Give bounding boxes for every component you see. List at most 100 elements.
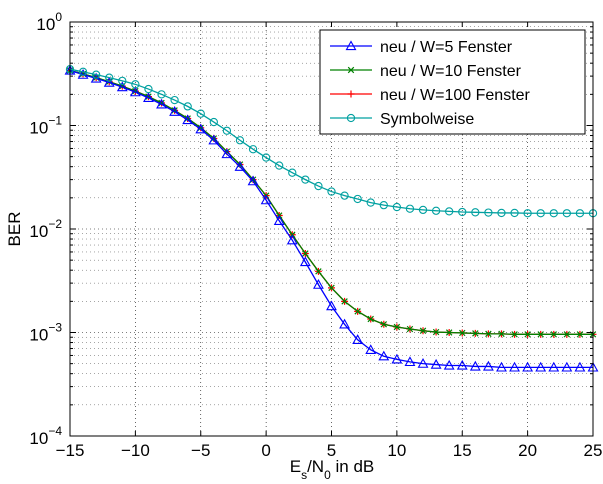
data-point [366, 198, 375, 207]
data-point [341, 298, 348, 305]
data-point [249, 176, 257, 183]
data-point [393, 323, 401, 331]
data-point [575, 209, 585, 218]
x-tick-label: −5 [191, 441, 210, 460]
data-point [418, 205, 428, 215]
data-point [549, 209, 558, 218]
data-point [78, 67, 88, 76]
data-point [328, 284, 335, 292]
data-point [131, 80, 140, 89]
data-point [536, 209, 545, 218]
data-point [456, 359, 468, 370]
data-point [197, 124, 204, 132]
data-point [497, 208, 506, 218]
series-line [69, 69, 593, 369]
legend-item: Symbolweise [330, 111, 474, 128]
data-point [352, 334, 364, 344]
y-tick-labels: 100 10−1 10−2 10−3 10−4 [29, 10, 62, 448]
data-point [105, 73, 114, 82]
series-1 [64, 64, 599, 372]
data-point [183, 102, 192, 111]
data-point [196, 109, 205, 118]
data-point [273, 215, 285, 225]
data-point [469, 360, 481, 371]
data-point [459, 329, 466, 337]
data-point [143, 92, 154, 102]
data-point [562, 209, 571, 218]
legend-label: Symbolweise [380, 111, 474, 128]
data-point [406, 325, 414, 333]
legend-marker [347, 90, 355, 98]
x-axis-label: Es/N0 in dB [290, 457, 375, 482]
legend-item: neu / W=100 Fenster [330, 87, 531, 104]
data-point [380, 321, 388, 328]
data-point [92, 70, 101, 79]
data-point [222, 126, 232, 135]
data-point [484, 208, 493, 217]
data-point [327, 187, 336, 196]
data-point [354, 308, 361, 315]
data-point [248, 145, 258, 154]
data-point [195, 123, 207, 134]
data-point [210, 135, 218, 142]
y-tick-label: 10−4 [29, 424, 62, 448]
ticks [69, 22, 594, 437]
x-tick-label: 5 [327, 441, 336, 460]
data-point [458, 207, 467, 217]
data-point [417, 358, 429, 368]
legend-item: neu / W=10 Fenster [330, 63, 522, 80]
data-point [299, 256, 311, 267]
data-point [288, 168, 297, 177]
data-point [301, 175, 310, 184]
data-point [498, 330, 505, 338]
legend-box [319, 29, 586, 135]
x-tick-label: −15 [56, 441, 85, 460]
legend-label: neu / W=10 Fenster [380, 63, 522, 80]
legend: neu / W=5 Fenster neu / W=10 Fenster neu /… [319, 29, 586, 135]
data-point [379, 200, 388, 210]
data-point [353, 194, 362, 204]
data-point [472, 330, 479, 337]
data-point [314, 181, 323, 191]
data-point [563, 331, 571, 338]
data-point [275, 161, 284, 170]
legend-label: neu / W=5 Fenster [380, 39, 513, 56]
data-point [365, 344, 377, 354]
data-point [471, 208, 480, 217]
data-point [535, 361, 547, 372]
data-point [522, 361, 534, 372]
x-tick-labels: −15 −10 −5 0 5 10 15 20 25 [56, 441, 603, 460]
data-point [261, 153, 271, 162]
data-point [482, 360, 494, 371]
data-point [510, 208, 519, 218]
data-point [286, 234, 298, 245]
data-point [156, 98, 167, 109]
data-point [443, 359, 455, 370]
data-point [445, 207, 454, 216]
x-tick-label: 0 [261, 441, 270, 460]
data-point [445, 329, 453, 336]
data-point [170, 95, 179, 105]
data-point [404, 356, 416, 367]
data-point [302, 250, 309, 257]
legend-marker [345, 40, 357, 51]
data-point [523, 209, 532, 218]
data-point [235, 136, 245, 145]
data-point [509, 361, 520, 372]
data-point [561, 361, 573, 372]
data-point [221, 148, 233, 159]
data-point [209, 117, 218, 127]
data-point [144, 84, 153, 94]
y-tick-label: 10−1 [29, 114, 62, 138]
y-tick-label: 10−3 [29, 321, 62, 345]
data-point [129, 86, 141, 97]
data-point [247, 175, 259, 186]
data-point [537, 331, 544, 338]
data-point [367, 315, 374, 323]
data-point [511, 331, 518, 338]
data-point [103, 76, 115, 87]
y-tick-label: 10−2 [29, 217, 62, 241]
data-point [157, 90, 166, 99]
data-point [182, 114, 194, 125]
data-point [548, 361, 560, 372]
